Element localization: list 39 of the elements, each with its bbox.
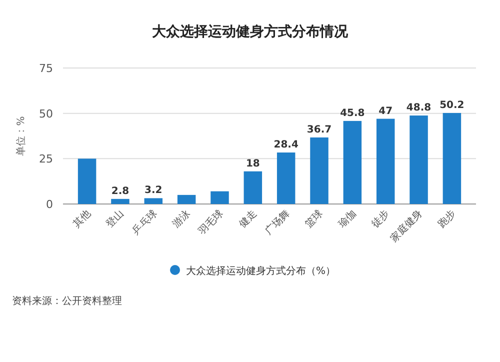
bar	[78, 158, 96, 204]
bar	[276, 152, 296, 204]
data-label: 48.8	[406, 102, 432, 114]
x-tick-label: 篮球	[302, 208, 326, 230]
x-tick-label: 其他	[70, 208, 94, 230]
data-label: 2.8	[111, 186, 130, 197]
y-tick-label: 50	[39, 107, 53, 120]
x-tick-label: 游泳	[170, 208, 193, 230]
x-tick-label: 广场舞	[262, 208, 292, 238]
data-label: 47	[378, 106, 393, 117]
bar	[410, 116, 428, 204]
y-tick-label: 25	[39, 152, 53, 166]
bar	[442, 112, 462, 204]
bar	[210, 191, 229, 204]
bar	[343, 120, 362, 204]
bar	[376, 118, 395, 204]
data-label: 36.7	[306, 124, 332, 136]
chart-title: 大众选择运动健身方式分布情况	[152, 23, 349, 40]
data-label: 18	[246, 158, 260, 170]
bar	[244, 171, 262, 204]
legend-label: 大众选择运动健身方式分布（%）	[186, 265, 336, 277]
bar	[310, 137, 328, 204]
x-tick-label: 乒乓球	[130, 208, 160, 238]
data-label: 28.4	[274, 140, 298, 150]
x-tick-label: 羽毛球	[196, 208, 226, 238]
bar	[177, 194, 196, 204]
x-tick-label: 健走	[236, 208, 260, 230]
y-tick-label: 0	[46, 198, 53, 211]
data-label: 50.2	[440, 100, 464, 111]
bar	[111, 198, 130, 204]
bar	[144, 198, 163, 204]
y-tick-label: 75	[39, 62, 53, 75]
y-axis-title: 单位：%	[15, 116, 27, 156]
x-tick-label: 跑步	[435, 208, 458, 230]
x-tick-label: 瑜伽	[336, 208, 359, 230]
text: 资料来源：公开资料整理	[12, 295, 122, 307]
data-label: 3.2	[144, 185, 162, 196]
x-tick-label: 登山	[104, 208, 126, 230]
data-label: 45.8	[340, 108, 365, 119]
